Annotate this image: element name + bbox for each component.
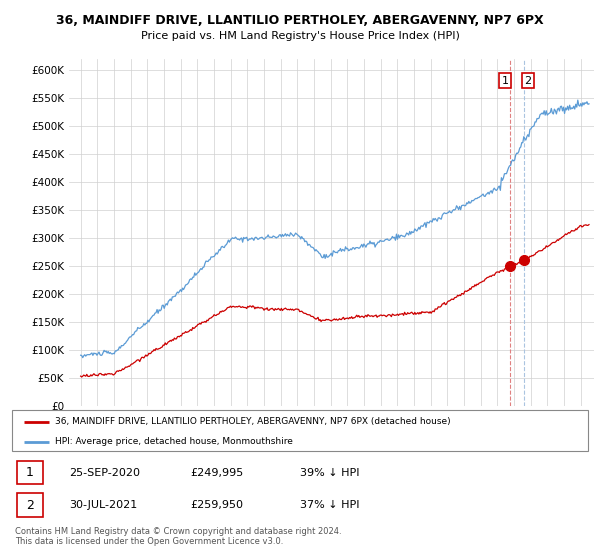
Text: 2: 2 [524, 76, 532, 86]
Text: 25-SEP-2020: 25-SEP-2020 [70, 468, 140, 478]
Text: 1: 1 [502, 76, 509, 86]
Text: 37% ↓ HPI: 37% ↓ HPI [300, 500, 359, 510]
FancyBboxPatch shape [17, 493, 43, 517]
FancyBboxPatch shape [17, 461, 43, 484]
Text: 1: 1 [26, 466, 34, 479]
Text: 39% ↓ HPI: 39% ↓ HPI [300, 468, 359, 478]
Text: Contains HM Land Registry data © Crown copyright and database right 2024.
This d: Contains HM Land Registry data © Crown c… [15, 526, 341, 546]
Text: HPI: Average price, detached house, Monmouthshire: HPI: Average price, detached house, Monm… [55, 437, 293, 446]
Text: 36, MAINDIFF DRIVE, LLANTILIO PERTHOLEY, ABERGAVENNY, NP7 6PX (detached house): 36, MAINDIFF DRIVE, LLANTILIO PERTHOLEY,… [55, 417, 451, 426]
Text: 2: 2 [26, 498, 34, 512]
Text: £259,950: £259,950 [191, 500, 244, 510]
Text: £249,995: £249,995 [191, 468, 244, 478]
Text: 30-JUL-2021: 30-JUL-2021 [70, 500, 138, 510]
Text: 36, MAINDIFF DRIVE, LLANTILIO PERTHOLEY, ABERGAVENNY, NP7 6PX: 36, MAINDIFF DRIVE, LLANTILIO PERTHOLEY,… [56, 14, 544, 27]
Text: Price paid vs. HM Land Registry's House Price Index (HPI): Price paid vs. HM Land Registry's House … [140, 31, 460, 41]
